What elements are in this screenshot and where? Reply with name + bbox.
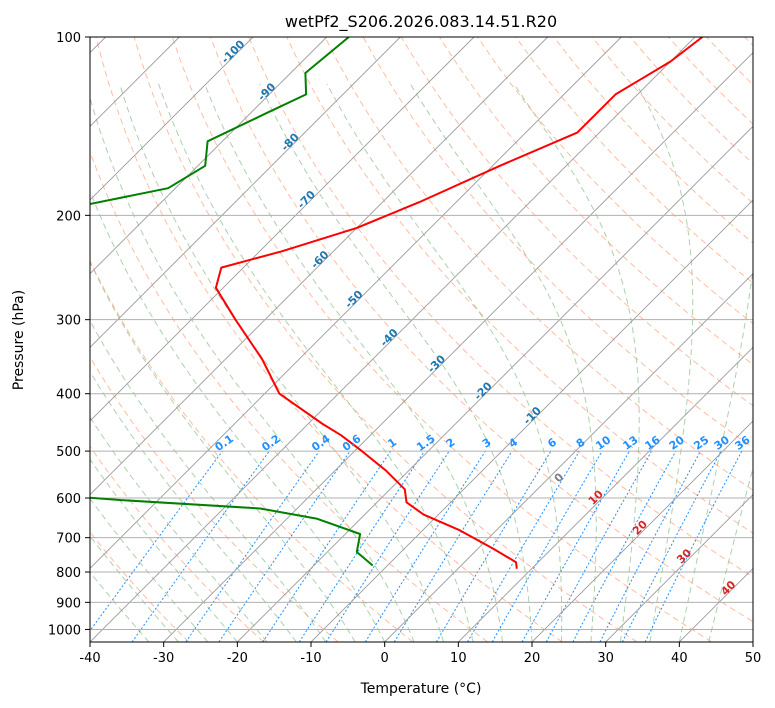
dry-adiabat-line	[286, 37, 753, 534]
mixing-ratio-line	[262, 450, 392, 642]
plot-frame	[89, 36, 754, 643]
y-axis-ticks: 100 200 300 400 500 600 700 800 900 1000	[48, 31, 90, 638]
isotherm-line	[90, 37, 254, 201]
y-tick-label: 600	[56, 492, 81, 507]
moist-adiabat-line	[708, 466, 753, 642]
y-tick-label: 700	[56, 532, 81, 547]
mixing-ratio-line	[545, 450, 653, 642]
y-tick-label: 200	[56, 209, 81, 224]
x-tick-label: 50	[745, 651, 762, 666]
mixing-ratio-line	[90, 450, 223, 632]
moist-adiabat-line	[119, 83, 445, 642]
mixing-ratio-line	[644, 450, 743, 642]
moist-adiabats	[90, 83, 753, 642]
series	[90, 37, 704, 569]
dry-adiabat-line	[515, 37, 753, 284]
x-tick-label: -20	[227, 651, 248, 666]
pressure-gridlines	[90, 37, 753, 630]
y-tick-label: 100	[56, 31, 81, 46]
moist-adiabat-line	[158, 83, 474, 642]
moist-adiabat-line	[90, 96, 415, 642]
moist-adiabat-line	[635, 83, 694, 642]
isotherm-line	[90, 37, 401, 348]
x-tick-label: 0	[381, 651, 389, 666]
x-tick-label: 40	[671, 651, 688, 666]
isotherm-line	[90, 37, 548, 496]
mixing-ratio-line	[185, 450, 320, 642]
y-tick-label: 800	[56, 566, 81, 581]
temperature-profile-line	[214, 37, 704, 569]
isotherm-line	[90, 37, 622, 569]
dry-adiabat-line	[90, 259, 414, 642]
y-tick-label: 400	[56, 388, 81, 403]
x-tick-label: -40	[79, 651, 100, 666]
x-tick-label: 20	[524, 651, 541, 666]
dry-adiabat-line	[90, 356, 339, 642]
x-tick-label: 10	[450, 651, 467, 666]
plot-area: -100-90-80-70-60-50-40-30-20-10 0.1 0.2 0.…	[90, 37, 753, 642]
isotherm-line	[605, 494, 753, 642]
moist-adiabat-line	[90, 458, 238, 642]
dry-adiabats	[90, 37, 753, 642]
y-tick-label: 1000	[48, 623, 81, 638]
mixing-ratio-line	[218, 450, 351, 642]
dry-adiabat-line	[133, 37, 638, 642]
y-tick-label: 500	[56, 445, 81, 460]
isotherm-line	[237, 125, 753, 642]
isotherm-line	[384, 273, 753, 642]
moist-adiabat-line	[678, 83, 753, 642]
dry-adiabat-line	[248, 37, 753, 578]
dry-adiabat-line	[90, 445, 264, 642]
dry-adiabat-line	[95, 37, 563, 642]
x-axis-ticks: -40 -30 -20 -10 0 10 20 30 40 50	[79, 642, 761, 666]
moist-adiabat-line	[90, 535, 179, 642]
moist-adiabat-line	[90, 260, 356, 642]
dewpoint-profile-line	[90, 37, 374, 567]
isotherm-line	[90, 37, 696, 642]
x-tick-label: -10	[300, 651, 321, 666]
moist-adiabat-line	[90, 189, 386, 642]
chart-title: wetPf2_S206.2026.083.14.51.R20	[285, 12, 557, 32]
isotherm-line	[90, 37, 327, 275]
isotherms	[90, 37, 753, 642]
dry-adiabat-line	[324, 37, 753, 491]
x-tick-label: -30	[153, 651, 174, 666]
moist-adiabat-line	[90, 497, 209, 642]
x-axis-label: Temperature (°C)	[360, 681, 482, 697]
mixing-ratio-line	[572, 450, 677, 642]
y-tick-label: 900	[56, 596, 81, 611]
moist-adiabat-line	[409, 83, 597, 642]
moist-adiabat-line	[90, 319, 327, 642]
dry-adiabat-line	[171, 37, 712, 642]
dry-adiabat-line	[210, 37, 753, 623]
moist-adiabat-line	[90, 416, 268, 642]
mixing-ratio-line	[393, 450, 513, 642]
moist-adiabat-line	[513, 83, 640, 642]
y-axis-label: Pressure (hPa)	[11, 290, 27, 390]
mixing-ratio-line	[521, 450, 630, 642]
mixing-ratio-line	[298, 450, 425, 642]
isotherm-line	[310, 199, 753, 642]
moist-adiabat-line	[259, 83, 533, 642]
moist-adiabat-line	[326, 83, 563, 642]
mixing-ratio-line	[621, 450, 722, 642]
moist-adiabat-line	[204, 83, 503, 642]
isotherm-line	[531, 420, 753, 642]
isotherm-line	[458, 346, 753, 642]
mixing-ratio-line	[325, 450, 450, 642]
isotherm-line	[90, 37, 475, 422]
x-tick-label: 30	[597, 651, 614, 666]
moist-adiabat-line	[90, 370, 297, 642]
moist-adiabat-line	[90, 571, 150, 642]
y-tick-label: 300	[56, 314, 81, 329]
isotherm-line	[163, 52, 753, 642]
